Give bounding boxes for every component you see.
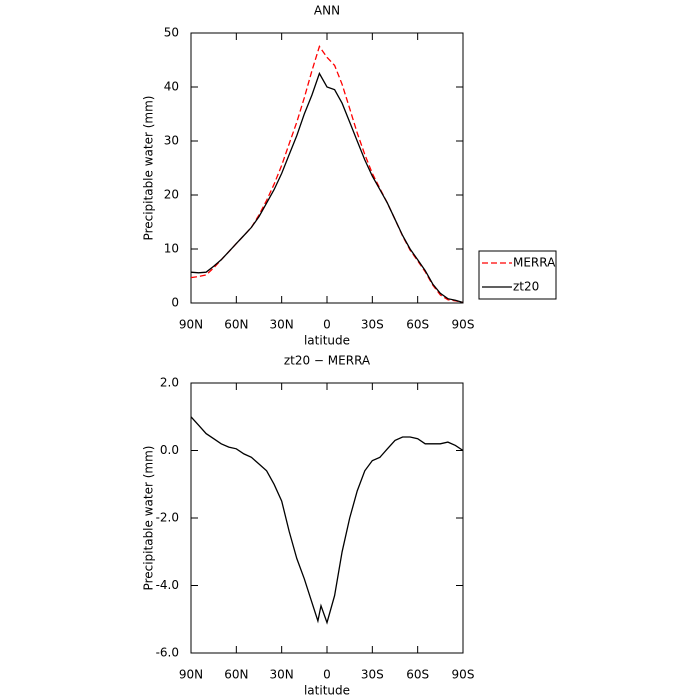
x-tick-label: 90N bbox=[179, 668, 203, 682]
y-tick-label: 40 bbox=[164, 80, 179, 94]
y-tick-label: 10 bbox=[164, 242, 179, 256]
x-tick-label: 60S bbox=[406, 318, 429, 332]
data-line bbox=[190, 416, 464, 625]
y-tick-label: 20 bbox=[164, 188, 179, 202]
chart-title: ANN bbox=[314, 4, 340, 18]
x-tick-label: 60N bbox=[224, 668, 248, 682]
x-tick-label: 30S bbox=[361, 668, 384, 682]
data-line bbox=[190, 71, 464, 304]
y-axis-label: Precipitable water (mm) bbox=[142, 96, 156, 241]
x-tick-label: 60N bbox=[224, 318, 248, 332]
x-axis-label: latitude bbox=[304, 334, 350, 348]
x-tick-label: 90S bbox=[452, 318, 475, 332]
x-tick-label: 30S bbox=[361, 318, 384, 332]
y-tick-label: 0.0 bbox=[160, 443, 179, 457]
y-tick-label: -6.0 bbox=[156, 646, 179, 660]
y-tick-label: 30 bbox=[164, 134, 179, 148]
x-tick-label: 30N bbox=[270, 668, 294, 682]
x-tick-label: 90S bbox=[452, 668, 475, 682]
x-tick-label: 0 bbox=[323, 668, 331, 682]
x-tick-label: 30N bbox=[270, 318, 294, 332]
y-tick-label: 0 bbox=[171, 296, 179, 310]
y-tick-label: -4.0 bbox=[156, 578, 179, 592]
y-tick-label: -2.0 bbox=[156, 511, 179, 525]
y-tick-label: 2.0 bbox=[160, 376, 179, 390]
data-line bbox=[190, 45, 464, 304]
x-tick-label: 0 bbox=[323, 318, 331, 332]
legend-box bbox=[478, 250, 557, 300]
legend-label: MERRA bbox=[513, 256, 556, 270]
x-axis-label: latitude bbox=[304, 684, 350, 698]
chart-title: zt20 − MERRA bbox=[284, 354, 371, 368]
y-tick-label: 50 bbox=[164, 26, 179, 40]
plot-frame bbox=[190, 382, 464, 654]
y-axis-label: Precipitable water (mm) bbox=[142, 446, 156, 591]
legend-label: zt20 bbox=[513, 280, 539, 294]
x-tick-label: 60S bbox=[406, 668, 429, 682]
x-tick-label: 90N bbox=[179, 318, 203, 332]
plot-frame bbox=[190, 32, 464, 304]
